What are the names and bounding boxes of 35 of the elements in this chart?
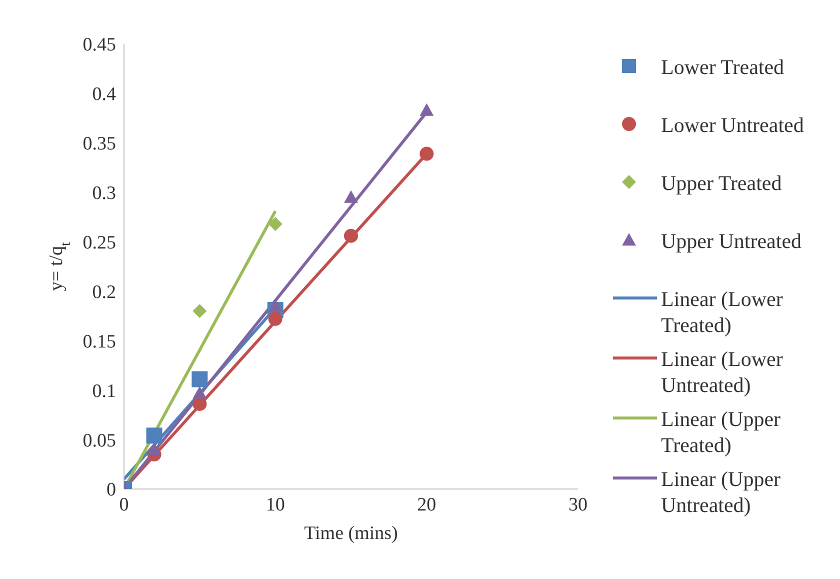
point	[192, 371, 208, 388]
x-tick-label: 30	[568, 494, 588, 516]
point	[147, 442, 162, 456]
y-tick-label: 0.25	[82, 232, 116, 254]
legend-label: Linear (Lower Treated)	[661, 286, 784, 338]
x-axis-title: Time (mins)	[304, 523, 398, 544]
legend-label: Lower Untreated	[661, 112, 804, 138]
point	[192, 386, 207, 399]
y-tick-label: 0.2	[92, 282, 116, 303]
y-tick-label: 0.15	[82, 331, 116, 352]
x-tick-label: 20	[417, 494, 436, 516]
point	[344, 228, 358, 243]
point	[268, 312, 282, 326]
point	[146, 428, 162, 444]
y-tick-label: 0	[106, 480, 116, 501]
y-tick-label: 0.35	[82, 134, 116, 155]
y-tick-label: 0.45	[82, 34, 116, 56]
point	[192, 304, 207, 318]
point	[420, 146, 434, 161]
legend-label: Linear (Upper Untreated)	[661, 466, 782, 518]
legend-label: Linear (Lower Untreated)	[661, 346, 784, 398]
legend-label: Upper Untreated	[661, 228, 802, 254]
x-tick-label: 10	[266, 494, 285, 516]
legend-label: Lower Treated	[661, 54, 784, 80]
y-tick-label: 0.4	[92, 84, 116, 106]
point	[268, 216, 282, 231]
y-tick-label: 0.3	[92, 183, 116, 204]
point	[420, 103, 434, 116]
point	[192, 396, 207, 411]
legend-label: Upper Treated	[661, 170, 782, 196]
point	[268, 299, 282, 312]
y-tick-label: 0.05	[82, 430, 116, 452]
y-tick-label: 0.1	[92, 380, 116, 402]
legend-label: Linear (Upper Treated)	[661, 406, 782, 458]
point	[344, 190, 358, 203]
